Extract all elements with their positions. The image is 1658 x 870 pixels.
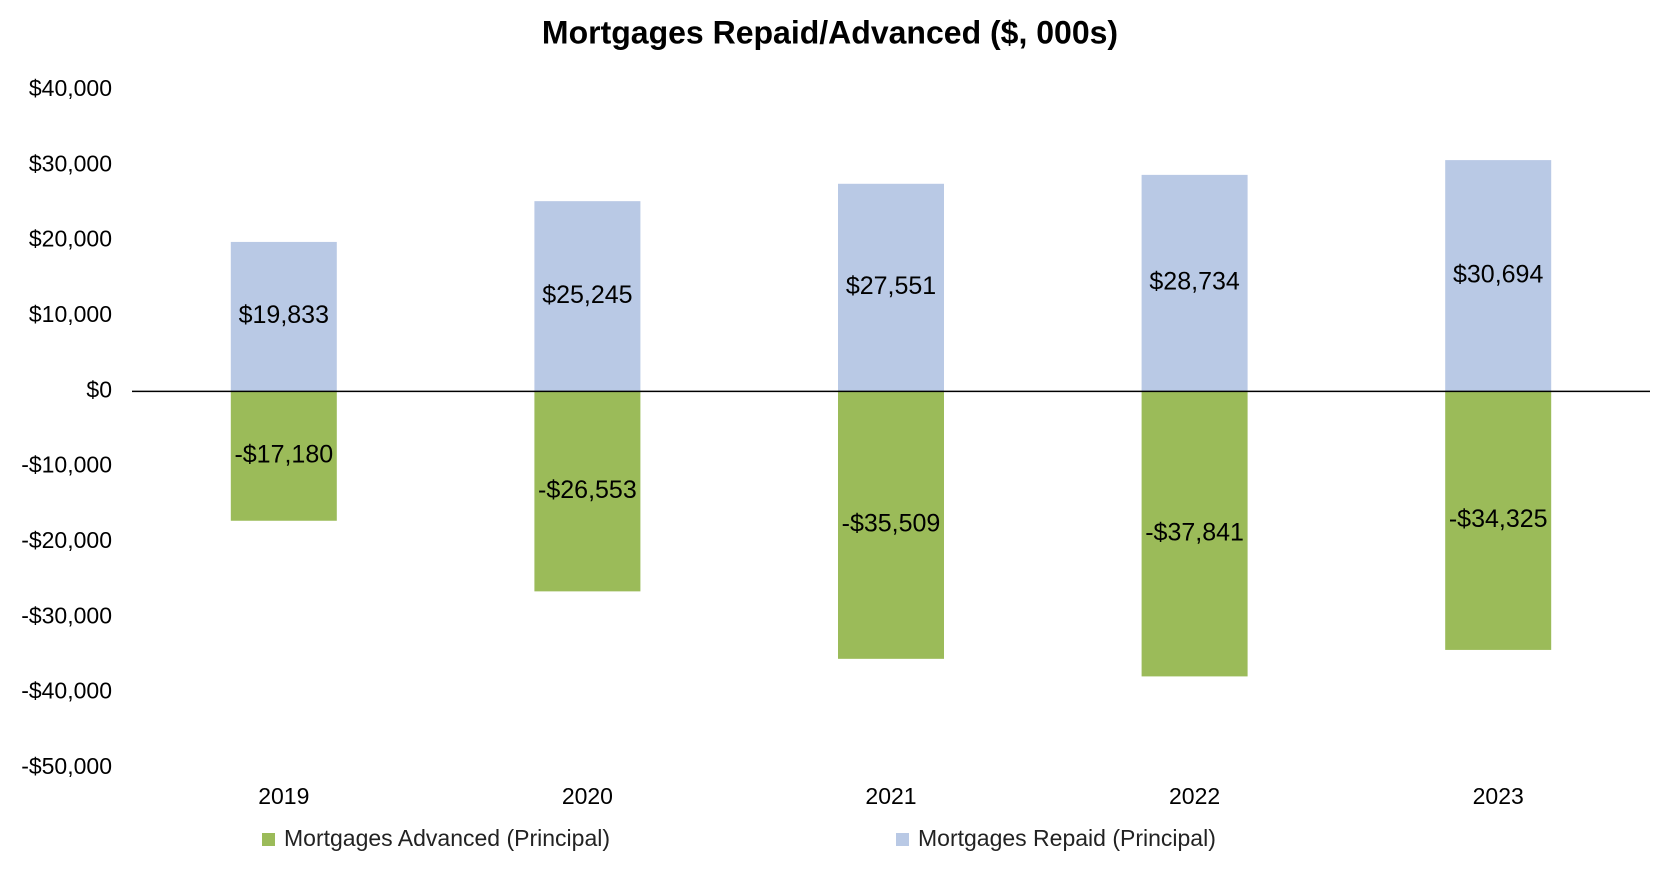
bar bbox=[230, 391, 337, 521]
data-label: $30,694 bbox=[1453, 260, 1543, 288]
data-label: -$35,509 bbox=[842, 510, 941, 538]
bar bbox=[534, 201, 641, 392]
x-tick-label: 2023 bbox=[1473, 783, 1524, 809]
bar bbox=[1445, 160, 1552, 392]
bar bbox=[534, 391, 641, 592]
legend-label: Mortgages Repaid (Principal) bbox=[918, 825, 1216, 851]
x-tick-label: 2019 bbox=[258, 783, 309, 809]
chart-title: Mortgages Repaid/Advanced ($, 000s) bbox=[542, 14, 1118, 50]
y-tick-label: $10,000 bbox=[29, 301, 112, 327]
y-tick-label: -$20,000 bbox=[21, 527, 112, 553]
legend-swatch bbox=[896, 833, 909, 846]
y-tick-label: -$30,000 bbox=[21, 602, 112, 628]
legend-label: Mortgages Advanced (Principal) bbox=[284, 825, 610, 851]
y-tick-label: -$50,000 bbox=[21, 753, 112, 779]
legend-swatch bbox=[262, 833, 275, 846]
y-tick-label: -$40,000 bbox=[21, 678, 112, 704]
data-label: $25,245 bbox=[542, 281, 632, 309]
data-label: $28,734 bbox=[1149, 268, 1239, 296]
y-tick-label: $40,000 bbox=[29, 75, 112, 101]
data-label: $19,833 bbox=[239, 301, 329, 329]
data-label: -$34,325 bbox=[1449, 505, 1548, 533]
bar bbox=[1141, 391, 1248, 677]
bar bbox=[1445, 391, 1552, 650]
x-tick-label: 2022 bbox=[1169, 783, 1220, 809]
bar bbox=[1141, 174, 1248, 392]
bar bbox=[230, 241, 337, 392]
y-tick-label: $30,000 bbox=[29, 150, 112, 176]
bar bbox=[838, 183, 944, 392]
y-tick-label: $20,000 bbox=[29, 226, 112, 252]
y-tick-label: -$10,000 bbox=[21, 452, 112, 478]
x-tick-label: 2020 bbox=[562, 783, 613, 809]
bar bbox=[838, 391, 944, 659]
data-label: $27,551 bbox=[846, 272, 936, 300]
data-label: -$26,553 bbox=[538, 476, 637, 504]
x-tick-label: 2021 bbox=[865, 783, 916, 809]
data-label: -$17,180 bbox=[234, 441, 333, 469]
y-tick-label: $0 bbox=[86, 376, 112, 402]
data-label: -$37,841 bbox=[1145, 518, 1244, 546]
